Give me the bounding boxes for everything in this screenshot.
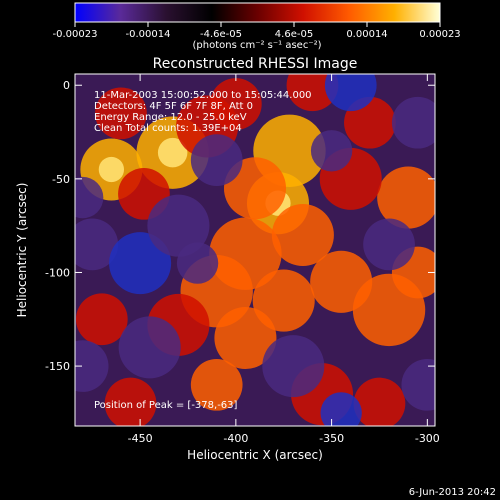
colorbar-tick-label: 4.6e-05: [275, 29, 313, 40]
annotation-peak: Position of Peak = [-378,-63]: [94, 400, 238, 411]
annotation-clean: Clean Total counts: 1.39E+04: [94, 123, 242, 134]
colorbar-unit-label: (photons cm⁻² s⁻¹ asec⁻²): [192, 40, 321, 51]
heatmap-blob: [391, 96, 435, 149]
colorbar-tick-label: -0.00014: [126, 29, 171, 40]
heatmap-blob: [271, 204, 334, 267]
heatmap-blob: [147, 194, 210, 257]
heatmap-blob: [118, 316, 181, 379]
heatmap-blob: [109, 232, 172, 295]
heatmap-blob: [363, 218, 415, 271]
y-axis-label: Heliocentric Y (arcsec): [15, 183, 29, 318]
colorbar: -0.00023 -0.00014 -4.6e-05 4.6e-05 0.00014 0.…: [53, 2, 461, 51]
heatmap-blob: [95, 87, 147, 140]
heatmap-blob: [324, 74, 377, 112]
heatmap-blob-core: [98, 156, 125, 183]
heatmap-blob: [223, 157, 287, 220]
colorbar-gradient: [75, 3, 440, 22]
heatmap-blob: [262, 335, 325, 398]
heatmap-blob: [252, 269, 315, 332]
heatmap-blob-core: [157, 137, 188, 168]
plot-frame: [74, 73, 436, 427]
x-tick-label: -300: [415, 432, 440, 445]
heatmap-image: [75, 74, 435, 426]
heatmap-blob: [377, 166, 435, 229]
colorbar-tick-label: 0.00014: [346, 29, 387, 40]
heatmap-blob: [75, 340, 109, 392]
heatmap-blob: [320, 392, 362, 426]
heatmap-blob: [310, 130, 353, 172]
heatmap-blob: [75, 218, 119, 271]
colorbar-ticks: -0.00023 -0.00014 -4.6e-05 4.6e-05 0.00014 0.…: [53, 22, 461, 40]
heatmap-blob: [210, 78, 262, 130]
annotation-time: 11-Mar-2003 15:00:52.000 to 15:05:44.000: [94, 90, 312, 101]
colorbar-tick-label: -4.6e-05: [200, 29, 242, 40]
heatmap-blob: [75, 176, 104, 219]
x-axis-label: Heliocentric X (arcsec): [187, 448, 323, 462]
heatmap-blob: [190, 134, 243, 186]
heatmap-blob: [75, 293, 128, 346]
annotation-energy: Energy Range: 12.0 - 25.0 keV: [94, 112, 247, 123]
x-tick-label: -400: [223, 432, 248, 445]
heatmap-blob: [190, 358, 243, 411]
axis-ticks: -450 -400 -350 -300 0 -50 -100 -150: [45, 74, 440, 445]
heatmap-blob: [353, 377, 406, 426]
footer-date: 6-Jun-2013 20:42: [409, 487, 496, 498]
colorbar-frame: [74, 2, 441, 23]
colorbar-tick-label: 0.00023: [419, 29, 460, 40]
y-tick-label: -150: [45, 360, 70, 373]
image-annotations: 11-Mar-2003 15:00:52.000 to 15:05:44.000…: [94, 90, 312, 411]
heatmap-blob: [401, 358, 435, 411]
heatmap-blobs: [75, 74, 435, 426]
y-tick-label: 0: [63, 79, 70, 92]
chart-title: Reconstructed RHESSI Image: [153, 56, 358, 72]
y-tick-label: -50: [52, 173, 70, 186]
x-tick-label: -350: [319, 432, 344, 445]
colorbar-tick-label: -0.00023: [53, 29, 98, 40]
annotation-detectors: Detectors: 4F 5F 6F 7F 8F, Att 0: [94, 101, 253, 112]
heatmap-blob: [176, 242, 219, 284]
heatmap-blob: [214, 306, 277, 370]
x-tick-label: -450: [128, 432, 153, 445]
heatmap-blob: [104, 377, 157, 426]
y-tick-label: -100: [45, 266, 70, 279]
